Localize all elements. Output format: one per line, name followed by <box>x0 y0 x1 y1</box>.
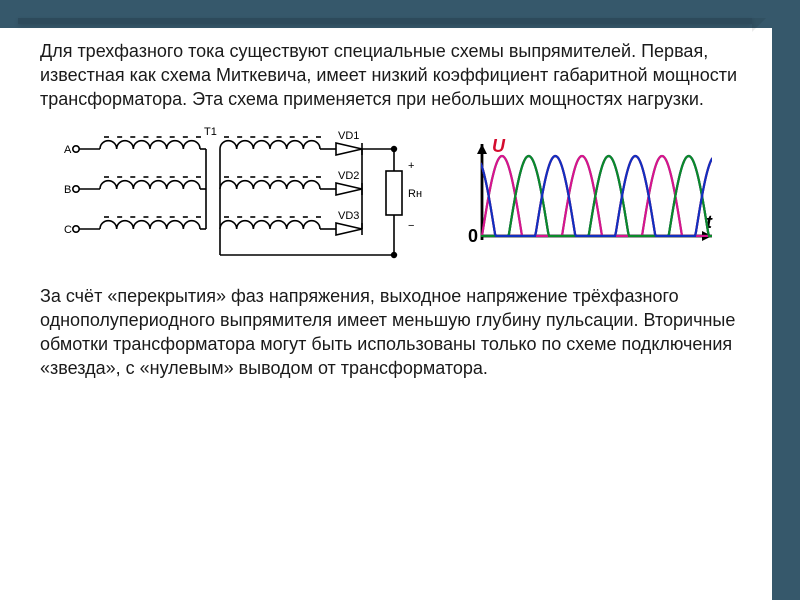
figures-row: A VD1 B VD2 C VD3 T1 Rн + − Ut0 <box>60 123 740 273</box>
frame-right <box>772 0 800 600</box>
svg-text:VD3: VD3 <box>338 210 359 222</box>
svg-text:+: + <box>408 160 414 172</box>
paragraph-1: Для трехфазного тока существуют специаль… <box>40 40 740 111</box>
paragraph-2: За счёт «перекрытия» фаз напряжения, вых… <box>40 285 740 380</box>
svg-text:Rн: Rн <box>408 188 422 200</box>
svg-text:T1: T1 <box>204 126 217 138</box>
svg-text:U: U <box>492 136 506 156</box>
page-shadow <box>18 18 752 24</box>
svg-text:VD2: VD2 <box>338 170 359 182</box>
corner-fold <box>752 18 766 32</box>
svg-text:B: B <box>64 184 71 196</box>
circuit-diagram: A VD1 B VD2 C VD3 T1 Rн + − <box>60 123 430 273</box>
svg-text:VD1: VD1 <box>338 130 359 142</box>
svg-text:0: 0 <box>468 226 478 246</box>
svg-text:C: C <box>64 224 72 236</box>
waveform-diagram: Ut0 <box>460 128 720 268</box>
svg-text:A: A <box>64 144 72 156</box>
slide-content: Для трехфазного тока существуют специаль… <box>40 40 740 392</box>
svg-text:−: − <box>408 220 414 232</box>
